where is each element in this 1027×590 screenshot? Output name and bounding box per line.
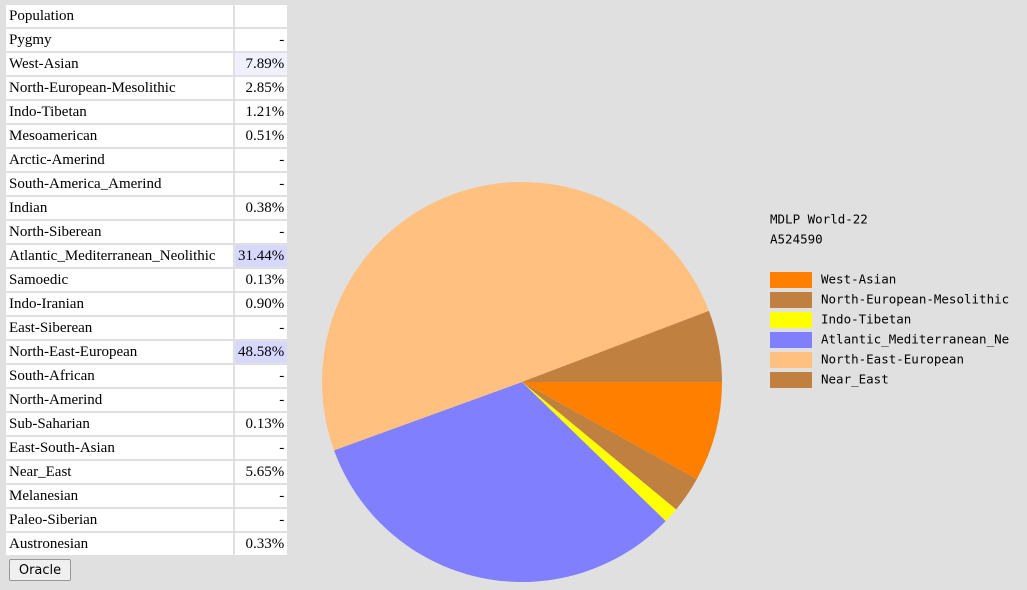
population-name: Samoedic — [5, 268, 234, 292]
population-name: North-European-Mesolithic — [5, 76, 234, 100]
population-name: North-East-European — [5, 340, 234, 364]
population-name: Indo-Iranian — [5, 292, 234, 316]
table-row: Indo-Iranian 0.90% — [5, 292, 289, 316]
pie-slice — [322, 182, 709, 451]
population-name: East-Siberean — [5, 316, 234, 340]
population-name: Indo-Tibetan — [5, 100, 234, 124]
legend-swatch — [770, 332, 812, 348]
population-value: - — [234, 364, 289, 388]
table-row: Near_East 5.65% — [5, 460, 289, 484]
population-value: 0.38% — [234, 196, 289, 220]
pie-slice — [522, 382, 697, 510]
pie-slice — [522, 382, 722, 480]
table-row: East-South-Asian - — [5, 436, 289, 460]
population-value: - — [234, 316, 289, 340]
header-cell — [234, 4, 289, 28]
table-row: Melanesian - — [5, 484, 289, 508]
legend-label: North-East-European — [821, 352, 964, 367]
population-table: Population Pygmy - West-Asian 7.89% North-Eu… — [5, 4, 289, 556]
population-value: - — [234, 28, 289, 52]
population-value: - — [234, 148, 289, 172]
population-value: 7.89% — [234, 52, 289, 76]
population-value: 0.13% — [234, 268, 289, 292]
population-name: Indian — [5, 196, 234, 220]
pie-slice — [522, 310, 722, 382]
legend-swatch — [770, 292, 812, 308]
population-name: Pygmy — [5, 28, 234, 52]
legend-label: North-European-Mesolithic — [821, 292, 1009, 307]
table-row: North-Amerind - — [5, 388, 289, 412]
legend-swatch — [770, 372, 812, 388]
table-row: Sub-Saharian 0.13% — [5, 412, 289, 436]
chart-title: MDLP World-22 — [770, 212, 868, 227]
population-value: - — [234, 436, 289, 460]
population-name: West-Asian — [5, 52, 234, 76]
table-row: Arctic-Amerind - — [5, 148, 289, 172]
population-value: 48.58% — [234, 340, 289, 364]
table-row: Pygmy - — [5, 28, 289, 52]
table-row: South-America_Amerind - — [5, 172, 289, 196]
pie-slice — [522, 382, 677, 522]
chart-subtitle: A524590 — [770, 232, 823, 247]
table-row: South-African - — [5, 364, 289, 388]
population-name: North-Amerind — [5, 388, 234, 412]
table-row: West-Asian 7.89% — [5, 52, 289, 76]
population-name: Atlantic_Mediterranean_Neolithic — [5, 244, 234, 268]
population-name: Austronesian — [5, 532, 234, 556]
pie-slice — [334, 382, 666, 582]
population-name: Sub-Saharian — [5, 412, 234, 436]
population-value: 0.13% — [234, 412, 289, 436]
table-row: Indo-Tibetan 1.21% — [5, 100, 289, 124]
population-name: South-America_Amerind — [5, 172, 234, 196]
population-value: 2.85% — [234, 76, 289, 100]
population-name: Mesoamerican — [5, 124, 234, 148]
population-value: 31.44% — [234, 244, 289, 268]
header-cell: Population — [5, 4, 234, 28]
population-name: Arctic-Amerind — [5, 148, 234, 172]
legend-swatch — [770, 272, 812, 288]
population-name: North-Siberean — [5, 220, 234, 244]
population-name: Near_East — [5, 460, 234, 484]
population-value: - — [234, 508, 289, 532]
table-row: Mesoamerican 0.51% — [5, 124, 289, 148]
table-row: Atlantic_Mediterranean_Neolithic 31.44% — [5, 244, 289, 268]
population-name: Paleo-Siberian — [5, 508, 234, 532]
population-value: - — [234, 484, 289, 508]
population-value: 0.33% — [234, 532, 289, 556]
header-row: Population — [5, 4, 289, 28]
legend-label: Atlantic_Mediterranean_Ne — [821, 332, 1009, 347]
population-value: 1.21% — [234, 100, 289, 124]
legend-label: Indo-Tibetan — [821, 312, 911, 327]
table-row: East-Siberean - — [5, 316, 289, 340]
legend-label: Near_East — [821, 372, 889, 387]
population-value: - — [234, 172, 289, 196]
table-row: Indian 0.38% — [5, 196, 289, 220]
population-value: - — [234, 220, 289, 244]
legend-label: West-Asian — [821, 272, 896, 287]
population-name: Melanesian — [5, 484, 234, 508]
population-value: 0.90% — [234, 292, 289, 316]
table-row: North-Siberean - — [5, 220, 289, 244]
legend-swatch — [770, 312, 812, 328]
table-row: North-European-Mesolithic 2.85% — [5, 76, 289, 100]
table-row: Austronesian 0.33% — [5, 532, 289, 556]
table-row: Paleo-Siberian - — [5, 508, 289, 532]
population-value: 5.65% — [234, 460, 289, 484]
oracle-button[interactable]: Oracle — [9, 559, 71, 581]
population-name: East-South-Asian — [5, 436, 234, 460]
table-row: Samoedic 0.13% — [5, 268, 289, 292]
population-value: 0.51% — [234, 124, 289, 148]
population-value: - — [234, 388, 289, 412]
table-row: North-East-European 48.58% — [5, 340, 289, 364]
legend-swatch — [770, 352, 812, 368]
population-name: South-African — [5, 364, 234, 388]
